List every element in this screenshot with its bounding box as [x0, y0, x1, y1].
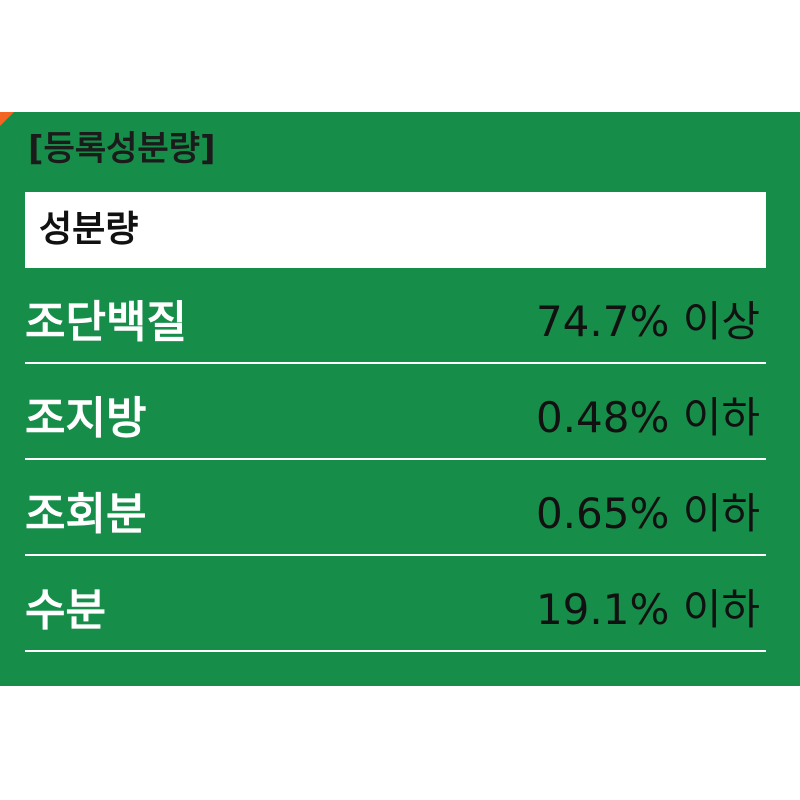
ingredient-name: 조단백질	[25, 297, 187, 348]
table-row: 조지방 0.48% 이하	[25, 364, 766, 460]
ingredient-name: 수분	[25, 585, 106, 636]
table-row: 조단백질 74.7% 이상	[25, 268, 766, 364]
ingredient-value: 19.1% 이하	[535, 584, 760, 634]
corner-accent	[0, 112, 14, 126]
ingredient-name: 조지방	[25, 393, 147, 444]
ingredient-name: 조회분	[25, 489, 147, 540]
ingredient-panel: [등록성분량] 성분량 조단백질 74.7% 이상 조지방 0.48% 이하 조…	[0, 112, 800, 686]
panel-title: [등록성분량]	[28, 129, 216, 169]
table-heading: 성분량	[25, 192, 766, 268]
ingredient-value: 0.65% 이하	[535, 488, 760, 538]
ingredient-value: 74.7% 이상	[535, 296, 760, 346]
ingredient-value: 0.48% 이하	[535, 392, 760, 442]
table-row: 조회분 0.65% 이하	[25, 460, 766, 556]
table-row: 수분 19.1% 이하	[25, 556, 766, 652]
ingredient-table: 조단백질 74.7% 이상 조지방 0.48% 이하 조회분 0.65% 이하 …	[25, 268, 766, 652]
